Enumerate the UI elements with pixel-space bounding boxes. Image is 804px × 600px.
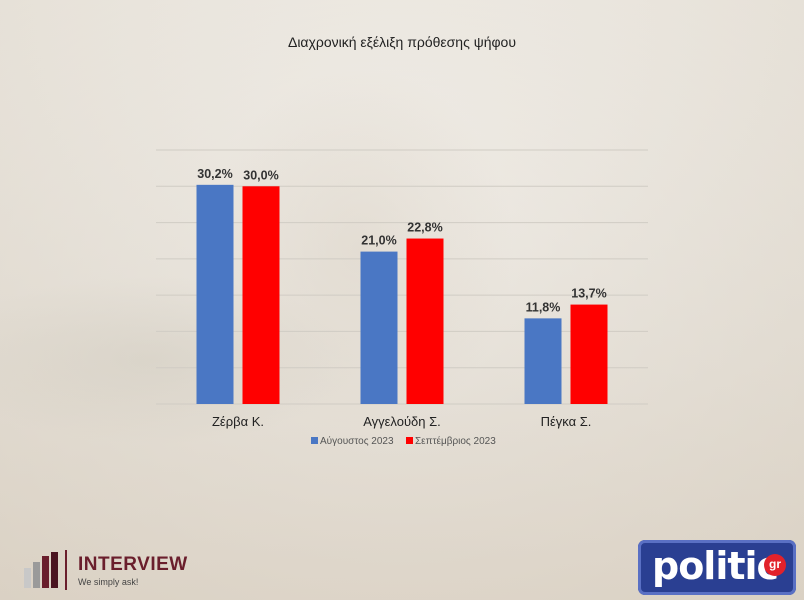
x-tick-label: Ζέρβα Κ.	[212, 414, 264, 429]
legend-swatch	[406, 437, 413, 444]
bar	[196, 184, 234, 404]
bar	[406, 238, 444, 404]
x-tick-label: Αγγελούδη Σ.	[363, 414, 441, 429]
legend-label: Αύγουστος 2023	[320, 435, 394, 447]
data-label: 30,2%	[197, 167, 232, 181]
legend-label: Σεπτέμβριος 2023	[415, 435, 496, 447]
politic-gr-badge: gr	[764, 554, 786, 576]
bar	[570, 304, 608, 404]
bar	[524, 318, 562, 404]
interview-bars-icon	[24, 550, 67, 590]
interview-tagline: We simply ask!	[78, 577, 139, 587]
data-label: 30,0%	[243, 168, 278, 182]
interview-logo: INTERVIEW We simply ask!	[22, 548, 212, 592]
data-label: 11,8%	[526, 300, 561, 314]
chart-title: Διαχρονική εξέλιξη πρόθεσης ψήφου	[287, 34, 517, 50]
legend-swatch	[311, 437, 318, 444]
data-label: 13,7%	[571, 287, 606, 301]
politic-logo-text: politic	[652, 544, 779, 588]
bar	[360, 251, 398, 404]
data-label: 21,0%	[361, 234, 396, 248]
bar	[242, 186, 280, 404]
interview-logo-text: INTERVIEW	[78, 554, 188, 575]
x-tick-label: Πέγκα Σ.	[541, 414, 592, 429]
data-label: 22,8%	[407, 221, 442, 235]
politic-logo: politic gr	[638, 540, 796, 595]
